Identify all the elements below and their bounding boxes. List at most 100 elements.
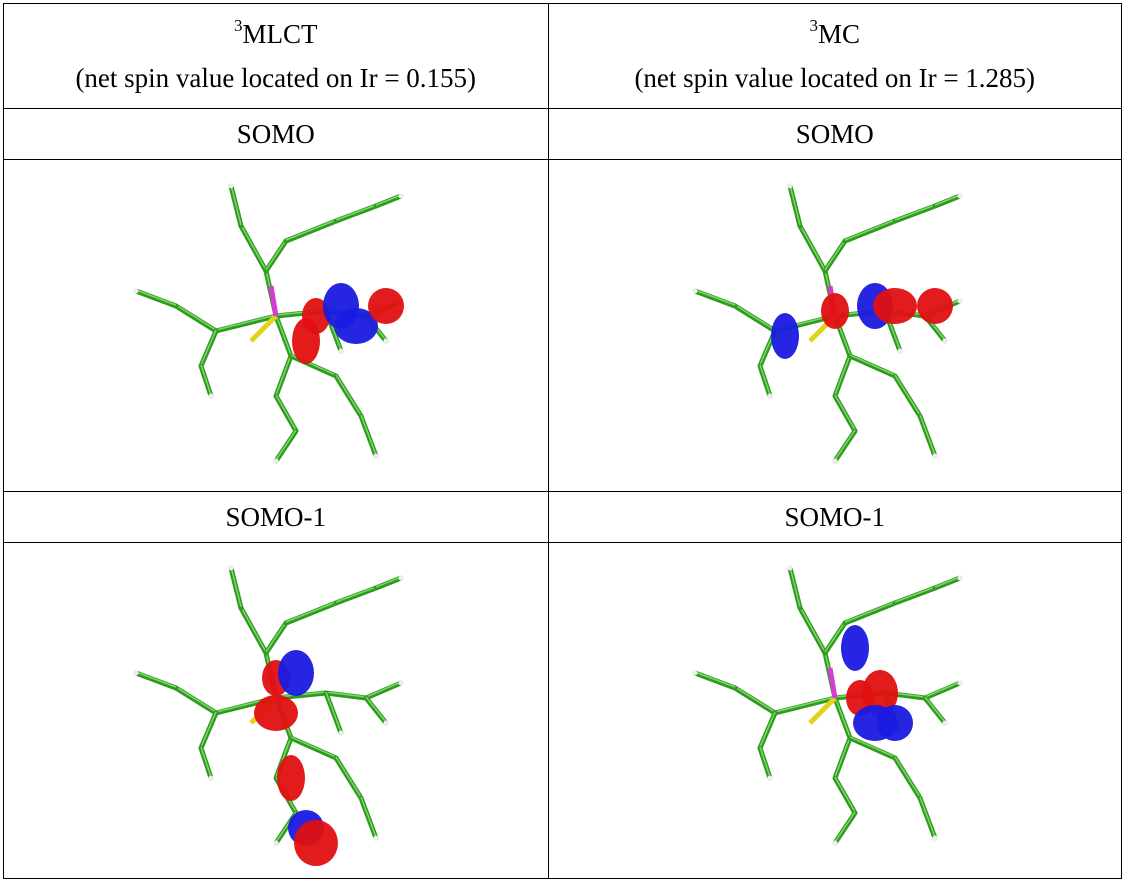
atom — [932, 453, 937, 458]
bond-highlight — [241, 607, 266, 652]
bond-highlight — [790, 185, 800, 225]
bond — [935, 196, 960, 206]
bond-highlight — [241, 225, 266, 270]
state-name: MLCT — [243, 19, 318, 49]
bond — [376, 578, 401, 588]
bond-highlight — [845, 220, 895, 240]
bond-highlight — [925, 697, 945, 722]
bond-highlight — [735, 305, 775, 330]
bond — [845, 221, 895, 241]
orbital-lobe — [841, 625, 869, 671]
atom — [832, 458, 837, 463]
bond-highlight — [361, 797, 376, 837]
atom — [383, 721, 388, 726]
bond-highlight — [276, 395, 296, 430]
bond-highlight — [136, 672, 176, 687]
bond-highlight — [790, 567, 800, 607]
atom — [832, 841, 837, 846]
bond — [830, 668, 835, 698]
state-name: MC — [818, 19, 860, 49]
bond — [850, 356, 895, 376]
atom — [957, 681, 962, 686]
orbital-lobe — [877, 705, 913, 741]
bond-highlight — [895, 375, 920, 415]
bond-highlight — [231, 567, 241, 607]
state-label: 3MC — [549, 12, 1121, 56]
label-row: SOMO-1 SOMO-1 — [4, 492, 1122, 543]
bond-highlight — [895, 757, 920, 797]
bond-highlight — [850, 355, 895, 375]
bond-highlight — [201, 330, 216, 365]
bond-highlight — [336, 375, 361, 415]
orbital-lobe — [278, 650, 314, 696]
atom — [957, 193, 962, 198]
atom — [787, 183, 792, 188]
bond — [291, 738, 336, 758]
atom — [692, 288, 697, 293]
atom — [228, 566, 233, 571]
atom — [767, 393, 772, 398]
bond-highlight — [336, 205, 376, 220]
bond — [850, 738, 895, 758]
bond-highlight — [845, 602, 895, 622]
atom — [942, 338, 947, 343]
atom — [338, 348, 343, 353]
superscript: 3 — [234, 16, 243, 35]
orbital-table: 3MLCT (net spin value located on Ir = 0.… — [3, 3, 1122, 879]
header-row: 3MLCT (net spin value located on Ir = 0.… — [4, 4, 1122, 109]
bond-highlight — [136, 290, 176, 305]
orbital-label: SOMO — [548, 109, 1121, 160]
molecule-image — [116, 548, 436, 873]
orbital-lobe — [277, 755, 305, 801]
bond — [376, 196, 401, 206]
bond-highlight — [835, 812, 855, 842]
bond — [136, 291, 176, 306]
image-cell — [4, 160, 549, 492]
bond-highlight — [835, 430, 855, 460]
bond-highlight — [800, 607, 825, 652]
bond — [176, 688, 216, 713]
bond-highlight — [366, 697, 386, 722]
bond — [735, 688, 775, 713]
header-cell: 3MLCT (net spin value located on Ir = 0.… — [4, 4, 549, 109]
bond-highlight — [835, 395, 855, 430]
bond-highlight — [760, 747, 770, 777]
bond-highlight — [695, 290, 735, 305]
orbital-lobe — [821, 293, 849, 329]
bond-highlight — [326, 692, 341, 732]
bond-highlight — [276, 355, 291, 395]
orbital-lobe — [254, 695, 298, 731]
atom — [692, 671, 697, 676]
bond-highlight — [361, 415, 376, 455]
atom — [767, 776, 772, 781]
bond-highlight — [266, 240, 286, 270]
bond-highlight — [895, 205, 935, 220]
image-row — [4, 543, 1122, 879]
orbital-label: SOMO-1 — [4, 492, 549, 543]
atom — [398, 681, 403, 686]
superscript: 3 — [809, 16, 818, 35]
bond-highlight — [835, 777, 855, 812]
bond-highlight — [201, 747, 211, 777]
bond-highlight — [176, 687, 216, 712]
bond — [695, 673, 735, 688]
bond-highlight — [336, 587, 376, 602]
bond — [286, 221, 336, 241]
bond-highlight — [695, 672, 735, 687]
orbital-lobe — [292, 318, 320, 364]
orbital-label: SOMO-1 — [548, 492, 1121, 543]
bond-highlight — [231, 185, 241, 225]
bond-highlight — [825, 240, 845, 270]
spin-note: (net spin value located on Ir = 0.155) — [4, 56, 548, 100]
bond — [336, 206, 376, 221]
bond — [366, 683, 401, 698]
bond-highlight — [835, 355, 850, 395]
orbital-lobe — [917, 288, 953, 324]
bond-highlight — [835, 737, 850, 777]
bond-highlight — [800, 225, 825, 270]
bond-highlight — [276, 430, 296, 460]
bond-highlight — [920, 415, 935, 455]
bond — [735, 306, 775, 331]
orbital-lobe — [294, 820, 338, 866]
atom — [273, 458, 278, 463]
